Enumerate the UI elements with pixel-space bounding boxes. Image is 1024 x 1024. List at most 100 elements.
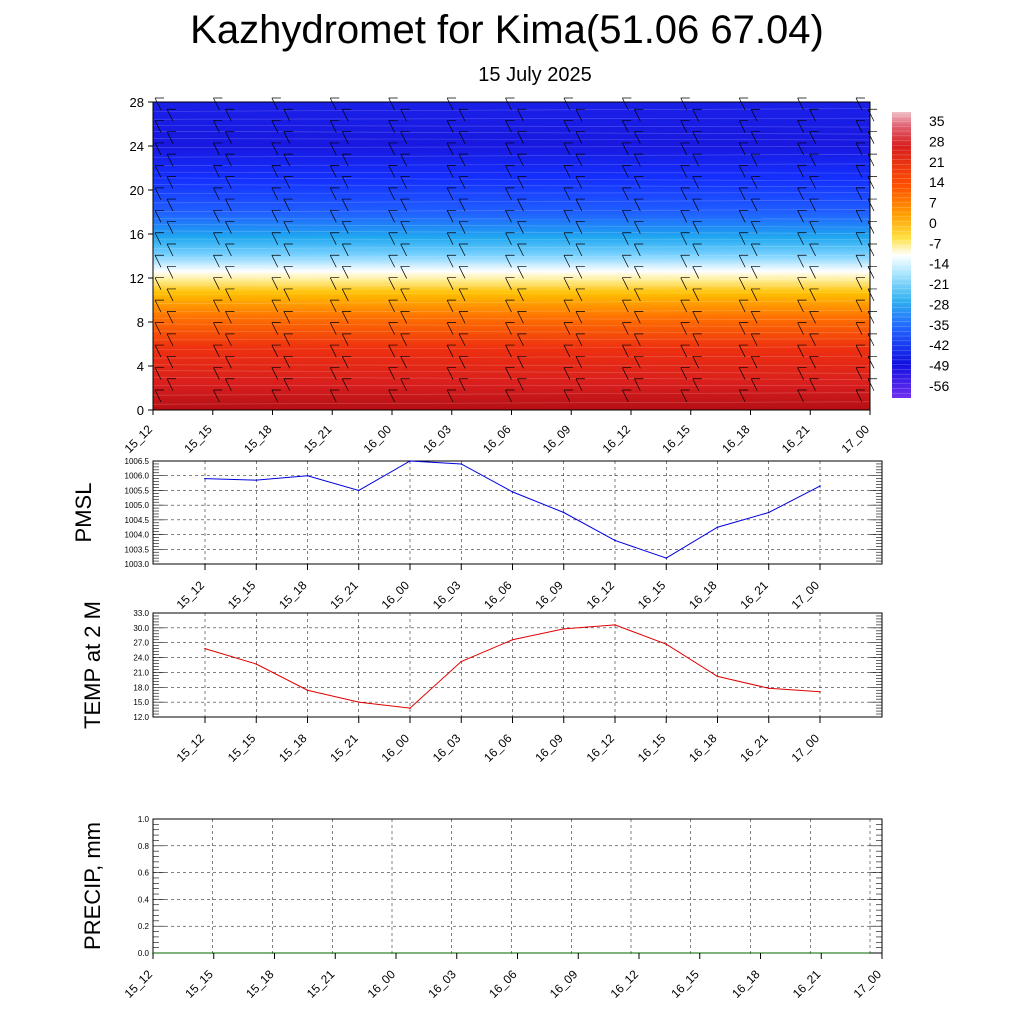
wind-barb	[213, 322, 223, 335]
wind-barb	[634, 333, 644, 347]
wind-barb	[329, 254, 340, 268]
wind-barb	[563, 389, 573, 403]
wind-barb	[166, 176, 176, 189]
data-point	[689, 952, 692, 954]
wind-barb	[283, 221, 293, 234]
x-tick-label: 16_15	[659, 422, 693, 456]
colorbar-fill	[892, 112, 911, 398]
y-tick-label: 1005.0	[125, 501, 150, 510]
wind-barb	[855, 322, 865, 335]
x-tick-label: 16_06	[480, 422, 514, 456]
wind-barb	[458, 131, 469, 144]
data-point	[409, 460, 411, 462]
contour-line	[152, 184, 871, 187]
y-tick-label: 0.4	[138, 895, 150, 904]
wind-barb	[283, 378, 293, 391]
wind-barb	[388, 232, 398, 245]
x-tick-label: 16_18	[686, 578, 720, 612]
wind-barb	[855, 232, 865, 245]
colorbar-label: 21	[929, 154, 945, 170]
wind-barb	[622, 367, 632, 380]
data-point	[510, 952, 513, 954]
wind-barb	[400, 221, 410, 234]
data-point	[255, 479, 258, 481]
x-tick-label: 16_09	[532, 731, 566, 765]
wind-barb	[446, 187, 457, 201]
x-tick-label: 16_09	[547, 967, 581, 1001]
wind-barb	[750, 176, 761, 189]
wind-barb	[213, 187, 223, 201]
x-tick-label: 15_18	[243, 967, 277, 1001]
wind-barb	[154, 344, 164, 358]
wind-barb	[271, 97, 281, 111]
wind-barb	[341, 288, 352, 302]
x-tick-label: 15_21	[327, 731, 361, 765]
wind-barb	[283, 288, 293, 302]
y-tick-label: 1004.5	[125, 516, 150, 525]
wind-barb	[517, 355, 527, 369]
wind-barb	[154, 165, 164, 178]
contour-line	[152, 192, 871, 194]
data-point	[211, 952, 214, 954]
contour-line	[152, 145, 871, 148]
wind-barb	[225, 266, 235, 279]
data-point	[819, 485, 821, 487]
wind-barb	[166, 333, 176, 347]
colorbar-label: 14	[929, 174, 945, 190]
data-point	[562, 511, 565, 514]
x-tick-label: 17_00	[789, 731, 823, 765]
contour-line	[152, 264, 871, 266]
wind-barb	[283, 131, 293, 144]
wind-barb	[563, 97, 573, 111]
y-tick-label: 21.0	[133, 668, 149, 677]
x-tick-label: 15_18	[241, 422, 275, 456]
wind-barb	[388, 187, 398, 201]
wind-barb	[680, 344, 690, 358]
wind-barb	[692, 311, 702, 324]
wind-barb	[634, 243, 644, 257]
chart-title: Kazhydromet for Kima(51.06 67.04)	[190, 8, 824, 52]
wind-barb	[213, 299, 223, 313]
data-point	[570, 952, 573, 954]
wind-barb	[329, 187, 340, 201]
wind-barb	[400, 266, 410, 279]
contour-line	[152, 284, 871, 287]
wind-barb	[692, 288, 702, 302]
panel-frame	[152, 460, 883, 565]
wind-barb	[166, 266, 176, 279]
wind-barb	[797, 232, 807, 245]
precip-panel: 1.0 0.8 0.6 0.4 0.2 0.0 15_12 15_15 15_18 15_21 16…	[80, 815, 884, 1001]
wind-barb	[622, 277, 632, 290]
wind-barb	[563, 165, 573, 178]
wind-barb	[622, 389, 632, 403]
data-point	[460, 660, 463, 663]
wind-barb	[750, 288, 761, 302]
x-tick-label: 16_21	[790, 967, 824, 1001]
wind-barb	[400, 153, 410, 167]
x-tick-label: 16_00	[361, 422, 395, 456]
wind-barb	[797, 389, 807, 403]
wind-barb	[213, 209, 223, 223]
x-tick-label: 15_15	[225, 731, 259, 765]
wind-barb	[213, 367, 223, 380]
wind-barb	[505, 277, 515, 290]
y-tick-label: 1006.0	[125, 472, 150, 481]
x-tick-label: 15_15	[181, 422, 215, 456]
data-point	[749, 952, 752, 954]
data-point	[460, 463, 463, 465]
pmsl-panel: 1006.5 1006.0 1005.5 1005.0 1004.5 1004.0 1003…	[71, 457, 883, 612]
wind-barb	[797, 367, 807, 380]
wind-barb	[517, 378, 527, 391]
wind-barb	[446, 277, 457, 290]
y-tick-label: 1004.0	[125, 531, 150, 540]
wind-barb	[154, 299, 164, 313]
wind-barb	[517, 243, 527, 257]
data-point	[562, 628, 565, 630]
contour-line	[152, 376, 871, 380]
contour-line	[152, 401, 871, 405]
wind-barb	[505, 389, 515, 403]
wind-barb	[446, 254, 457, 268]
wind-barb	[855, 344, 865, 358]
x-tick-label: 16_03	[420, 422, 454, 456]
